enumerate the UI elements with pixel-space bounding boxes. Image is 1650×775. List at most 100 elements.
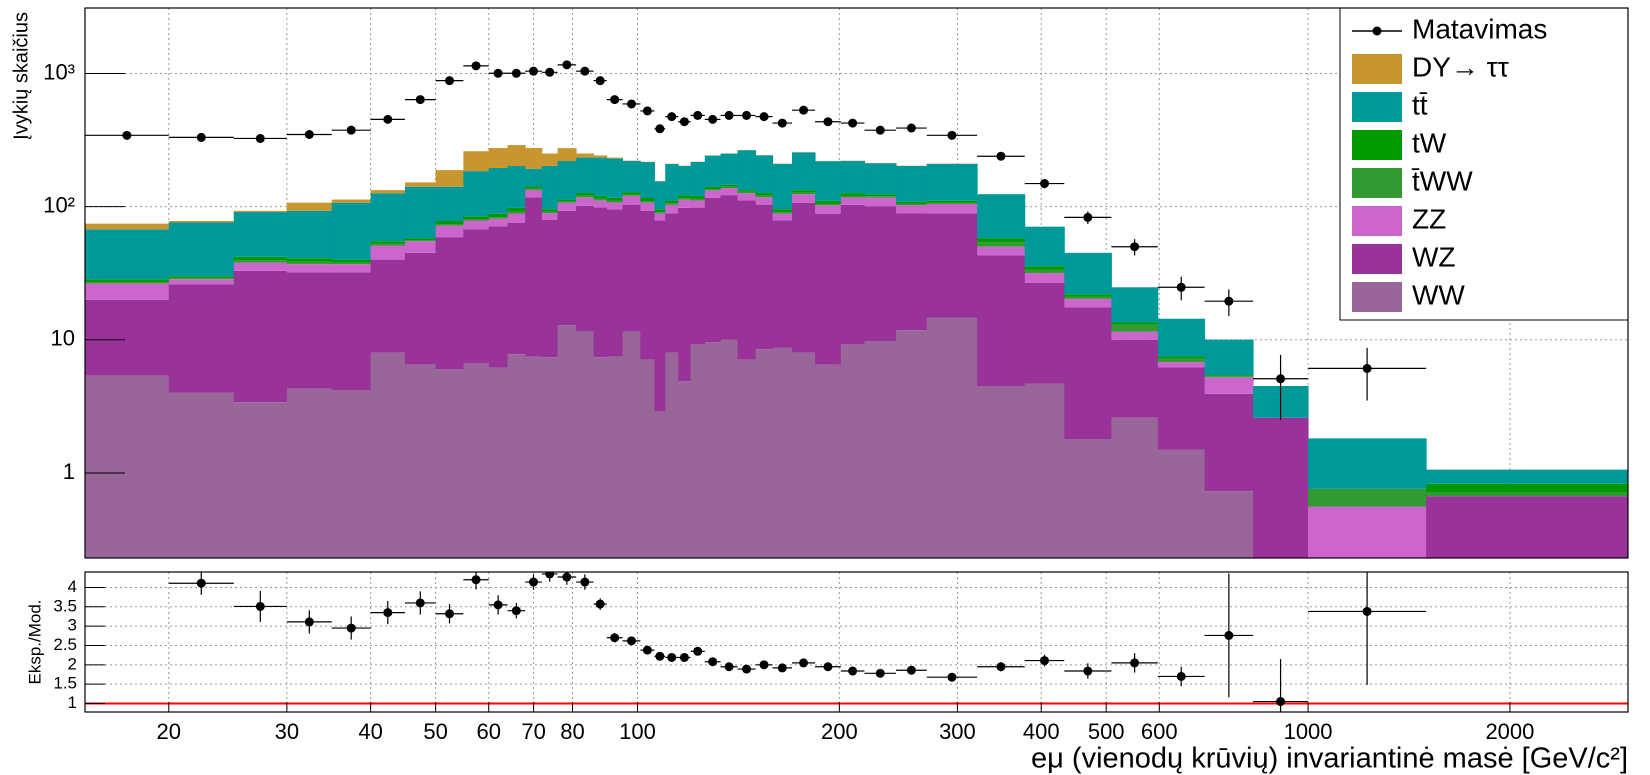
data-point bbox=[777, 118, 787, 128]
histogram-segment bbox=[755, 195, 774, 198]
data-point bbox=[996, 662, 1006, 672]
histogram-segment bbox=[1204, 339, 1254, 376]
histogram-segment bbox=[690, 344, 706, 558]
histogram-segment bbox=[507, 354, 526, 558]
histogram-segment bbox=[576, 205, 595, 332]
data-point bbox=[415, 95, 425, 105]
histogram-segment bbox=[370, 241, 406, 244]
histogram-segment bbox=[737, 190, 757, 192]
histogram-segment bbox=[331, 259, 372, 263]
data-point bbox=[708, 114, 718, 124]
x-tick-label: 100 bbox=[619, 719, 656, 744]
data-point bbox=[848, 118, 858, 128]
histogram-segment bbox=[488, 167, 509, 214]
histogram-segment bbox=[755, 204, 774, 350]
histogram-segment bbox=[665, 203, 679, 205]
histogram-segment bbox=[593, 155, 608, 158]
histogram-segment bbox=[404, 252, 437, 365]
histogram-segment bbox=[690, 200, 706, 208]
histogram-segment bbox=[1064, 307, 1112, 439]
histogram-segment bbox=[488, 218, 509, 227]
histogram-segment bbox=[541, 165, 559, 210]
histogram-segment bbox=[85, 375, 170, 558]
histogram-segment bbox=[404, 238, 437, 241]
histogram-segment bbox=[507, 166, 526, 208]
histogram-segment bbox=[488, 217, 509, 219]
histogram-segment bbox=[1111, 417, 1159, 558]
histogram-segment bbox=[640, 201, 655, 203]
histogram-segment bbox=[593, 195, 608, 199]
histogram-segment bbox=[792, 192, 816, 195]
data-point bbox=[445, 76, 455, 86]
data-point bbox=[1083, 666, 1093, 676]
histogram-segment bbox=[331, 272, 372, 390]
histogram-segment bbox=[720, 187, 739, 196]
histogram-segment bbox=[1111, 331, 1159, 340]
data-point bbox=[799, 658, 809, 668]
data-point bbox=[848, 666, 858, 676]
histogram-segment bbox=[640, 210, 655, 360]
histogram-segment bbox=[678, 381, 692, 558]
histogram-segment bbox=[772, 163, 793, 210]
histogram-segment bbox=[168, 220, 235, 223]
histogram-segment bbox=[331, 262, 372, 265]
data-point bbox=[1362, 606, 1372, 616]
data-point bbox=[947, 130, 957, 140]
histogram-segment bbox=[168, 276, 235, 279]
data-point bbox=[1276, 374, 1286, 384]
data-point bbox=[545, 572, 555, 579]
histogram-segment bbox=[678, 165, 692, 196]
histogram-segment bbox=[622, 194, 641, 196]
data-point bbox=[655, 124, 665, 134]
histogram-segment bbox=[557, 201, 577, 203]
y-tick-label: 3 bbox=[68, 616, 77, 635]
histogram-segment bbox=[463, 219, 490, 221]
histogram-segment bbox=[755, 155, 774, 194]
histogram-segment bbox=[977, 238, 1026, 243]
histogram-segment bbox=[404, 240, 437, 242]
histogram-segment bbox=[463, 220, 490, 230]
data-point bbox=[471, 61, 481, 71]
ratio-plot-area bbox=[85, 572, 1628, 712]
legend-label: Matavimas bbox=[1412, 13, 1547, 44]
data-point bbox=[255, 601, 265, 611]
histogram-segment bbox=[1064, 252, 1112, 295]
data-point bbox=[346, 125, 356, 135]
histogram-segment bbox=[557, 202, 577, 211]
data-point bbox=[906, 123, 916, 133]
x-tick-label: 500 bbox=[1088, 719, 1125, 744]
histogram-segment bbox=[1157, 367, 1206, 450]
histogram-segment bbox=[557, 161, 577, 200]
data-point bbox=[196, 132, 206, 142]
data-point bbox=[610, 633, 620, 643]
histogram-segment bbox=[840, 195, 865, 198]
x-tick-label: 300 bbox=[939, 719, 976, 744]
legend-label: WW bbox=[1412, 279, 1465, 310]
histogram-segment bbox=[622, 204, 641, 332]
histogram-segment bbox=[286, 210, 333, 259]
data-point bbox=[562, 572, 572, 582]
histogram-segment bbox=[720, 153, 739, 185]
data-point bbox=[1276, 697, 1286, 707]
histogram-segment bbox=[864, 340, 897, 558]
y-tick-label: 1.5 bbox=[53, 674, 77, 693]
x-tick-label: 1000 bbox=[1284, 719, 1333, 744]
histogram-segment bbox=[678, 199, 692, 208]
histogram-segment bbox=[1111, 324, 1159, 332]
histogram-segment bbox=[864, 196, 897, 198]
histogram-segment bbox=[704, 197, 722, 343]
histogram-segment bbox=[864, 197, 897, 207]
histogram-segment bbox=[576, 193, 595, 196]
data-point bbox=[742, 110, 752, 120]
histogram-segment bbox=[331, 389, 372, 558]
histogram-segment bbox=[606, 158, 624, 198]
histogram-segment bbox=[331, 202, 372, 260]
histogram-segment bbox=[370, 190, 406, 194]
histogram-segment bbox=[755, 349, 774, 558]
histogram-segment bbox=[1204, 393, 1254, 492]
histogram-segment bbox=[1111, 287, 1159, 323]
histogram-segment bbox=[1426, 496, 1628, 558]
histogram-segment bbox=[233, 256, 288, 261]
histogram-segment bbox=[435, 224, 464, 226]
histogram-segment bbox=[593, 207, 608, 358]
